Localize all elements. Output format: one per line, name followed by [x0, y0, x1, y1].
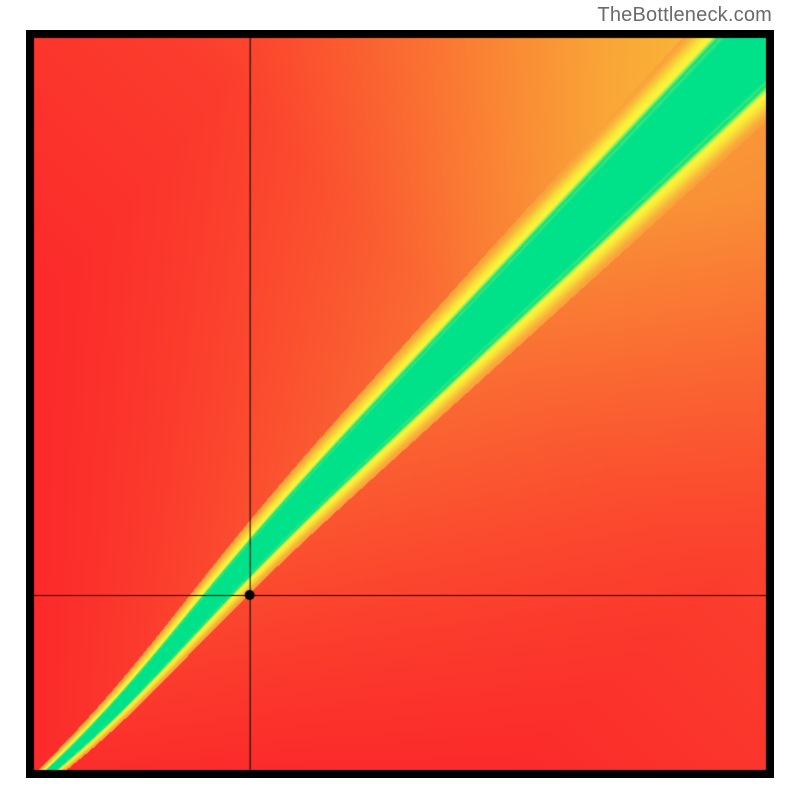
plot-frame — [26, 30, 774, 778]
chart-container: TheBottleneck.com — [0, 0, 800, 800]
attribution-text: TheBottleneck.com — [597, 4, 772, 27]
heatmap-canvas — [26, 30, 774, 778]
